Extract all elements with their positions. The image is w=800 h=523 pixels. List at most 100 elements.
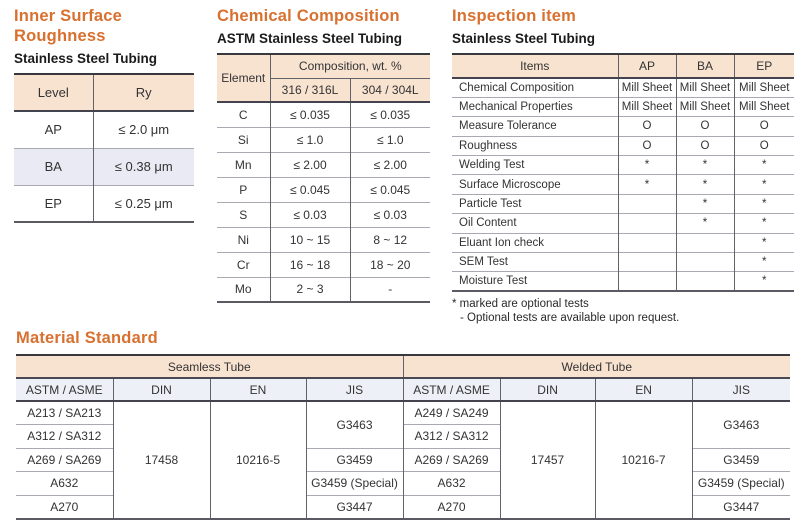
table-row: Mo 2 ~ 3 - (217, 276, 431, 302)
section-subtitle: Stainless Steel Tubing (452, 31, 596, 46)
table-cell: A312 / SA312 (16, 424, 113, 448)
table-row: AP ≤ 2.0 μm (14, 111, 194, 148)
table-row: Si ≤ 1.0 ≤ 1.0 (217, 126, 431, 152)
table-cell: 10216-7 (594, 401, 693, 519)
column-header: EP (733, 54, 794, 79)
table-cell (675, 232, 734, 253)
table-row: Particle Test * * (452, 193, 794, 214)
table-cell: Si (217, 126, 270, 152)
column-header: DIN (112, 378, 210, 402)
table-cell: O (617, 116, 676, 137)
table-row: Mechanical Properties Mill Sheet Mill Sh… (452, 96, 794, 117)
table-cell: A312 / SA312 (402, 424, 501, 448)
table-cell: Mechanical Properties (452, 96, 618, 117)
column-header: 316 / 316L (269, 78, 350, 103)
table-row: EP ≤ 0.25 μm (14, 184, 194, 222)
table-cell: Mill Sheet (617, 96, 676, 117)
table-cell (617, 232, 676, 253)
table-cell (675, 271, 734, 292)
table-cell: A269 / SA269 (402, 447, 501, 472)
column-header: Ry (92, 74, 194, 112)
header-row: ASTM / ASME DIN EN JIS ASTM / ASME DIN E… (16, 378, 791, 402)
table-cell: ≤ 2.0 μm (92, 111, 194, 148)
table-cell: Particle Test (452, 193, 618, 214)
table-cell: * (733, 252, 794, 272)
table-cell: ≤ 0.035 (269, 102, 350, 127)
section-subtitle: ASTM Stainless Steel Tubing (217, 31, 403, 46)
group-header: Composition, wt. % (269, 54, 431, 79)
table-cell: P (217, 176, 270, 202)
header-row: 316 / 316L 304 / 304L (217, 78, 431, 103)
table-cell: * (733, 193, 794, 214)
table-cell: Mill Sheet (675, 96, 734, 117)
header-row: Element Composition, wt. % (217, 54, 431, 103)
table-cell: 10 ~ 15 (269, 226, 350, 252)
table-cell: A270 (402, 494, 501, 519)
table-cell: Chemical Composition (459, 81, 575, 94)
table-cell (675, 252, 734, 272)
section-inspection-item: Inspection item Stainless Steel Tubing I… (452, 6, 794, 325)
column-header: BA (675, 54, 734, 79)
section-title: Inspection item (452, 7, 577, 25)
table-cell: Cr (217, 251, 270, 277)
footnote-line: - Optional tests are available upon requ… (460, 312, 680, 325)
table-cell: G3463 (305, 401, 404, 448)
table-cell: G3459 (305, 447, 404, 472)
table-cell: Mo (217, 276, 270, 302)
table-cell: Surface Microscope (452, 174, 618, 195)
chemical-table: Element Composition, wt. % 316 / 316L 30… (217, 53, 431, 303)
header-row: Level Ry (14, 74, 194, 112)
table-cell (617, 271, 676, 292)
table-row: Chemical Composition Mill Sheet Mill She… (452, 78, 794, 98)
table-cell: 17457 (499, 401, 596, 519)
table-cell: O (675, 116, 734, 137)
table-cell: 2 ~ 3 (269, 276, 350, 302)
footnote-line: * marked are optional tests (452, 298, 589, 311)
table-cell: S (217, 201, 270, 227)
table-row: A269 / SA269 G3459 A269 / SA269 G3459 (16, 447, 791, 472)
table-cell: * (733, 155, 794, 175)
table-cell: * (733, 271, 794, 292)
column-header: DIN (499, 378, 596, 402)
table-cell: ≤ 0.38 μm (92, 147, 194, 185)
table-cell: G3447 (691, 494, 791, 519)
table-cell: ≤ 0.045 (269, 176, 350, 202)
table-cell: O (617, 135, 676, 156)
table-cell: Moisture Test (452, 271, 618, 292)
table-cell: - (349, 276, 431, 302)
table-row: C ≤ 0.035 ≤ 0.035 (217, 102, 431, 127)
table-row: A270 G3447 A270 G3447 (16, 494, 791, 519)
table-cell: Mill Sheet (733, 78, 794, 98)
table-cell: Mill Sheet (733, 96, 794, 117)
table-cell: 16 ~ 18 (269, 251, 350, 277)
column-header: JIS (305, 378, 404, 402)
table-cell: EP (14, 184, 93, 222)
footnote: * marked are optional tests - Optional t… (452, 297, 794, 325)
table-cell (617, 193, 676, 214)
table-cell: Eluant Ion check (452, 232, 618, 253)
table-cell: ≤ 0.035 (349, 102, 431, 127)
table-row: A632 G3459 (Special) A632 G3459 (Special… (16, 471, 791, 495)
table-cell: * (675, 193, 734, 214)
column-header: Items (452, 54, 618, 79)
table-cell (617, 252, 676, 272)
table-cell: G3463 (691, 401, 791, 448)
table-row: Surface Microscope * * * (452, 174, 794, 195)
roughness-table: Level Ry AP ≤ 2.0 μm BA ≤ 0.38 μm EP ≤ 0… (14, 73, 194, 223)
table-cell: Mn (217, 151, 270, 177)
table-cell: SEM Test (452, 252, 618, 272)
table-row: A213 / SA213 17458 10216-5 G3463 A249 / … (16, 401, 791, 519)
table-row: BA ≤ 0.38 μm (14, 147, 194, 185)
section-subtitle: Stainless Steel Tubing (14, 51, 158, 66)
inspection-table: Items AP BA EP Chemical Composition Mill… (452, 53, 794, 293)
table-cell: * (617, 155, 676, 175)
table-cell: * (617, 174, 676, 195)
table-row: P ≤ 0.045 ≤ 0.045 (217, 176, 431, 202)
table-cell: 10216-5 (209, 401, 306, 519)
header-row: Items AP BA EP (452, 54, 794, 79)
table-cell: A270 (16, 494, 113, 519)
table-row: Oil Content * * (452, 213, 794, 234)
table-cell: * (733, 174, 794, 195)
table-row: Eluant Ion check * (452, 232, 794, 253)
